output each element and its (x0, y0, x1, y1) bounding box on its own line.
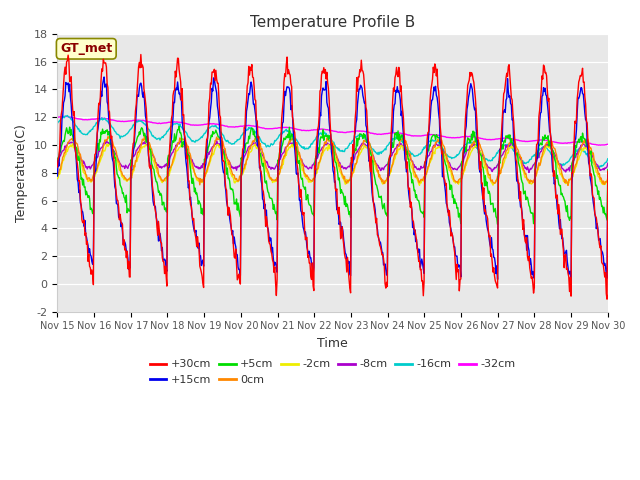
Legend: +30cm, +15cm, +5cm, 0cm, -2cm, -8cm, -16cm, -32cm: +30cm, +15cm, +5cm, 0cm, -2cm, -8cm, -16… (145, 355, 520, 389)
Y-axis label: Temperature(C): Temperature(C) (15, 124, 28, 222)
Title: Temperature Profile B: Temperature Profile B (250, 15, 415, 30)
X-axis label: Time: Time (317, 337, 348, 350)
Text: GT_met: GT_met (60, 42, 113, 55)
